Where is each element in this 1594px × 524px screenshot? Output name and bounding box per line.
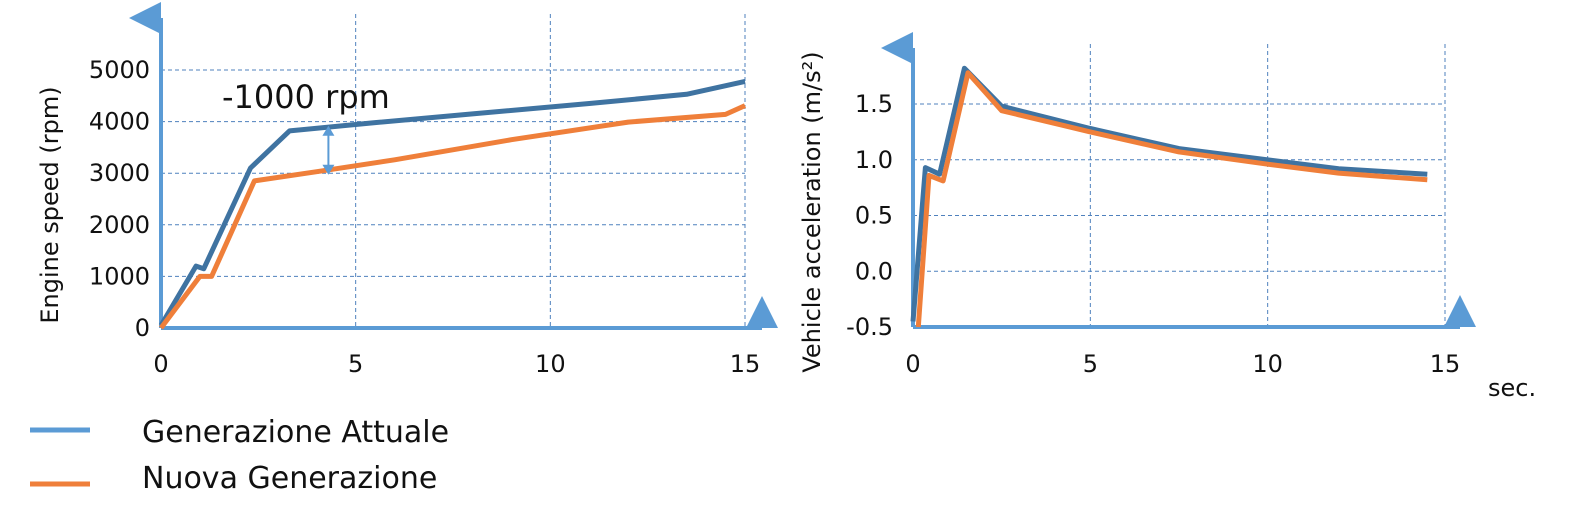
legend-label: Generazione Attuale <box>142 415 449 450</box>
series-line-nuova-generazione <box>159 103 747 330</box>
y-tick-label: 0.0 <box>855 257 893 285</box>
x-tick-label: 15 <box>730 350 761 378</box>
y-tick-label: 3000 <box>89 159 150 187</box>
grid <box>913 44 1446 327</box>
annotation-label: -1000 rpm <box>222 78 390 116</box>
series-line-generazione-attuale <box>158 78 746 327</box>
x-tick-label: 10 <box>1252 350 1283 378</box>
y-tick-label: -0.5 <box>846 313 893 341</box>
vehicle-acceleration-chart: -0.5 0.0 0.5 1.0 1.5 0 5 10 15 Vehicle accelerati… <box>798 32 1476 378</box>
legend: Generazione Attuale Nuova Generazione <box>30 415 449 496</box>
annotation-arrowhead-down <box>322 164 335 175</box>
y-tick-label: 4000 <box>89 108 150 136</box>
y-axis-title: Engine speed (rpm) <box>36 86 64 323</box>
x-tick-label: 0 <box>153 350 168 378</box>
y-tick-label: 0 <box>135 314 150 342</box>
x-unit-label: sec. <box>1488 374 1536 402</box>
x-tick-label: 15 <box>1430 350 1461 378</box>
y-tick-label: 2000 <box>89 211 150 239</box>
y-axis-title: Vehicle acceleration (m/s²) <box>798 51 826 372</box>
x-tick-label: 0 <box>905 350 920 378</box>
y-tick-label: 1000 <box>89 262 150 290</box>
annotation-arrowhead-up <box>322 125 335 136</box>
x-tick-label: 5 <box>1083 350 1098 378</box>
x-tick-label: 10 <box>535 350 566 378</box>
y-tick-label: 1.0 <box>855 146 893 174</box>
engine-speed-chart: 0 1000 2000 3000 4000 5000 0 5 10 15 Engine speed … <box>36 2 778 378</box>
series-line-generazione-attuale <box>910 65 1428 322</box>
y-tick-label: 1.5 <box>855 90 893 118</box>
y-tick-label: 0.5 <box>855 202 893 230</box>
legend-label: Nuova Generazione <box>142 461 437 496</box>
y-tick-label: 5000 <box>89 56 150 84</box>
series-line-nuova-generazione <box>915 70 1428 328</box>
x-tick-label: 5 <box>348 350 363 378</box>
